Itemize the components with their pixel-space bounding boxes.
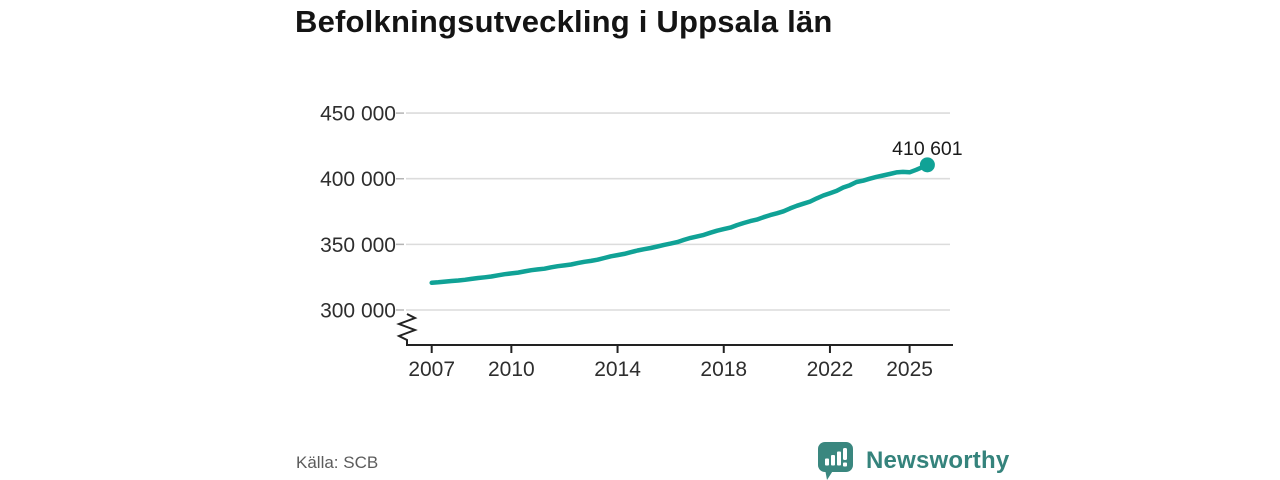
newsworthy-logo-icon <box>818 442 853 480</box>
axis-break-icon <box>396 313 418 345</box>
x-tick-label: 2014 <box>594 358 641 381</box>
newsworthy-logo: Newsworthy <box>817 441 1009 480</box>
x-tick-label: 2010 <box>488 358 535 381</box>
y-tick-label: 300 000 <box>320 300 396 323</box>
latest-value-label: 410 601 <box>892 138 963 160</box>
newsworthy-logo-text: Newsworthy <box>866 447 1010 474</box>
latest-point <box>919 157 935 173</box>
source-label: Källa: SCB <box>296 453 379 472</box>
y-tick-label: 400 000 <box>320 168 396 191</box>
y-tick-label: 350 000 <box>320 234 396 257</box>
x-tick-label: 2022 <box>807 358 854 381</box>
population-line <box>429 162 930 286</box>
y-tick-label: 450 000 <box>320 103 396 126</box>
x-tick-label: 2025 <box>886 358 933 381</box>
x-tick-label: 2018 <box>700 358 747 381</box>
x-tick-label: 2007 <box>408 358 455 381</box>
chart-title: Befolkningsutveckling i Uppsala län <box>295 4 833 39</box>
